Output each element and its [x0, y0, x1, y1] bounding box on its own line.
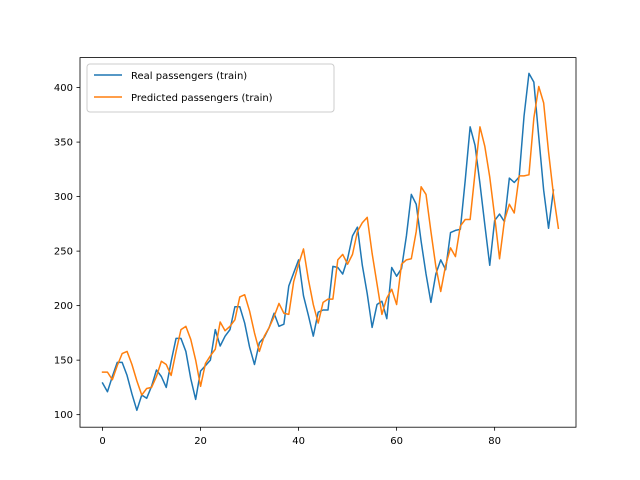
y-tick-label: 400: [54, 83, 73, 94]
series-layer: [101, 72, 560, 412]
series-line-real: [101, 72, 555, 412]
series-line-predicted: [101, 85, 560, 396]
legend: Real passengers (train) Predicted passen…: [86, 63, 335, 113]
x-tick-label: 20: [194, 436, 207, 447]
legend-label-real: Real passengers (train): [131, 71, 247, 82]
y-tick-label: 250: [54, 247, 73, 258]
x-axis: 0 20 40 60 80: [99, 427, 501, 447]
x-tick-label: 60: [390, 436, 403, 447]
legend-box: [86, 63, 335, 113]
plot-area-frame: [79, 57, 577, 428]
y-tick-label: 100: [54, 410, 73, 421]
y-tick-label: 200: [54, 301, 73, 312]
x-tick-label: 80: [488, 436, 501, 447]
legend-label-predicted: Predicted passengers (train): [131, 93, 273, 104]
y-tick-label: 150: [54, 356, 73, 367]
y-axis: 100 150 200 250 300 350 400: [54, 83, 80, 421]
x-tick-label: 40: [292, 436, 305, 447]
x-tick-label: 0: [99, 436, 105, 447]
y-tick-label: 350: [54, 138, 73, 149]
y-tick-label: 300: [54, 192, 73, 203]
